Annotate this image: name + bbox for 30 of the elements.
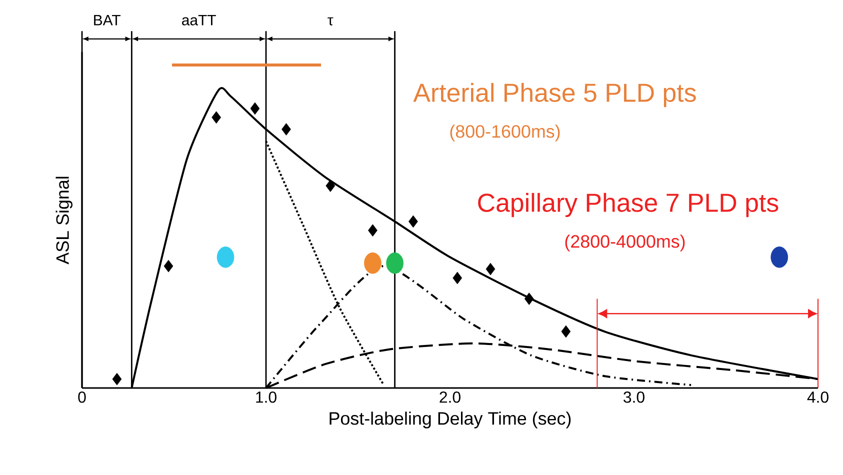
point <box>770 246 788 268</box>
x-axis-title: Post-labeling Delay Time (sec) <box>330 412 571 428</box>
text: aaTT <box>182 14 216 26</box>
point <box>386 252 404 274</box>
point <box>250 102 260 115</box>
point <box>326 180 336 192</box>
annotation: (2800-4000ms) <box>565 234 685 252</box>
point <box>561 325 571 338</box>
annotation: (800-1600ms) <box>450 124 560 142</box>
point <box>212 111 222 124</box>
x-tick-label: 4.0 <box>807 392 828 403</box>
annotation: Capillary Phase 7 PLD pts <box>478 192 778 218</box>
point <box>112 372 122 386</box>
y-axis-title: ASL Signal <box>56 176 72 264</box>
annotation: Arterial Phase 5 PLD pts <box>413 82 696 108</box>
point <box>216 246 234 268</box>
point <box>486 262 496 276</box>
x-tick-label: 3.0 <box>624 392 644 403</box>
text: τ <box>328 17 334 26</box>
x-tick-label: 1.0 <box>256 392 276 403</box>
point <box>368 224 378 237</box>
x-tick-label: 2.0 <box>440 392 460 403</box>
x-tick-label: 0 <box>78 392 86 403</box>
point <box>452 272 462 284</box>
text: BAT <box>94 14 120 26</box>
point <box>524 292 534 305</box>
point <box>408 215 418 228</box>
point <box>364 252 382 274</box>
point <box>164 260 174 272</box>
point <box>282 123 291 136</box>
